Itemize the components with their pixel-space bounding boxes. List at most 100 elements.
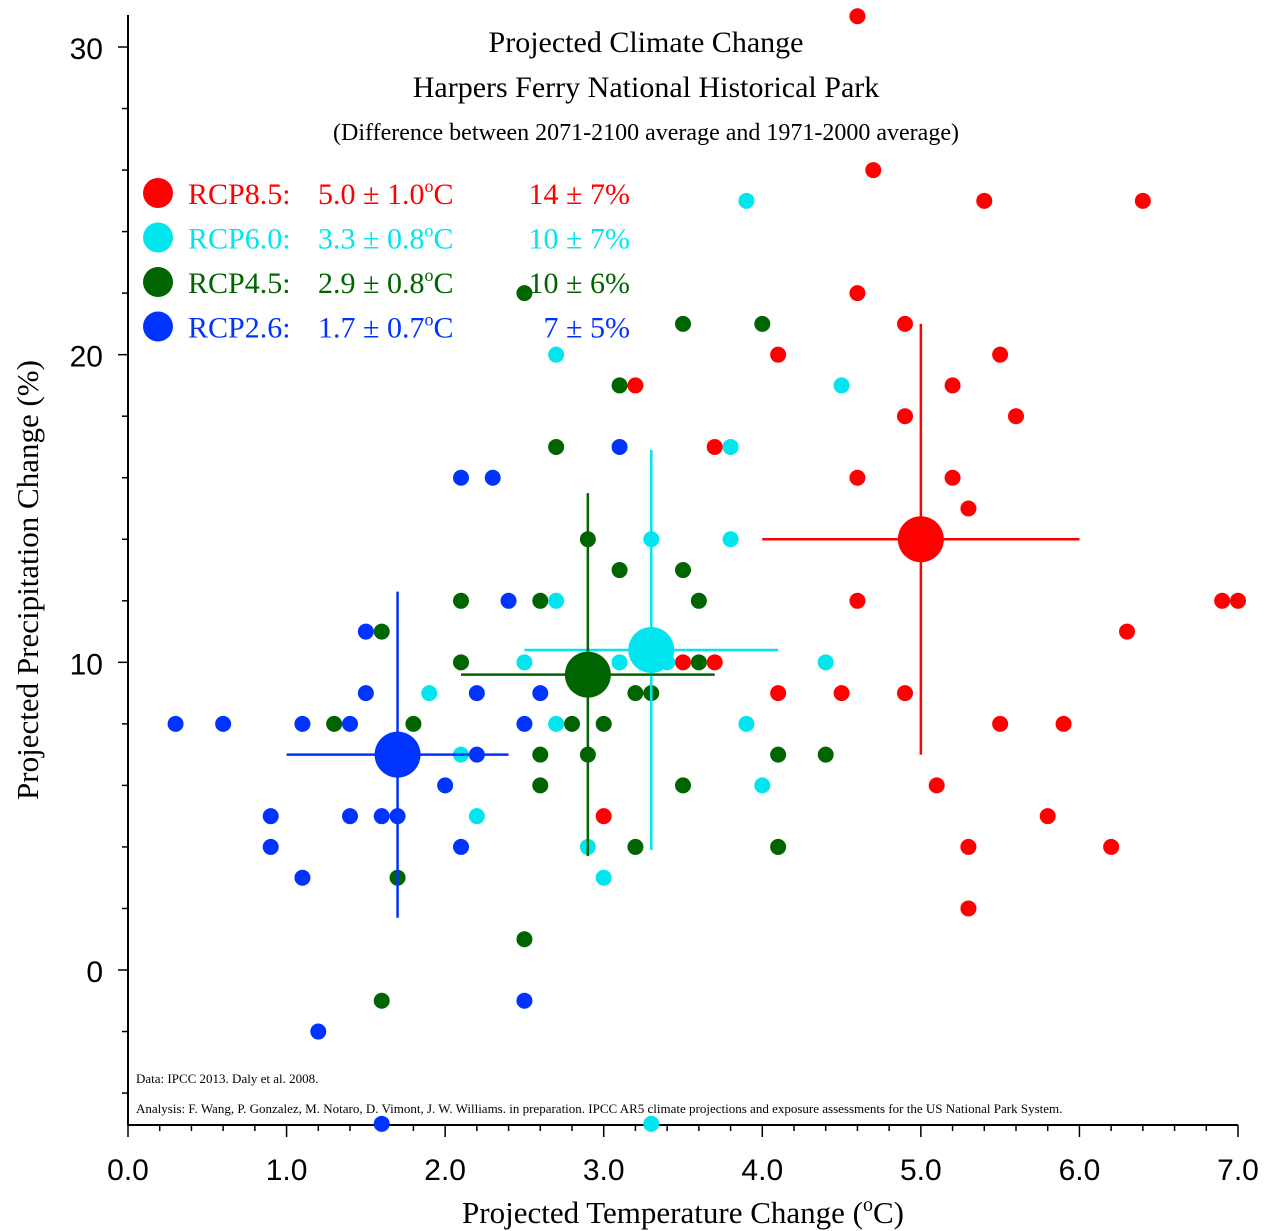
data-point-rcp45 — [770, 746, 787, 763]
axes — [127, 15, 1238, 1126]
legend-label-rcp85: RCP8.5: — [188, 178, 291, 211]
data-point-rcp26 — [468, 685, 485, 702]
legend-precipitation-rcp60: 10 ± 7% — [529, 223, 630, 256]
legend-temperature-rcp45: 2.9 ± 0.8oC — [318, 265, 453, 300]
data-point-rcp45 — [611, 562, 628, 579]
data-point-rcp26 — [453, 838, 469, 855]
data-point-rcp60 — [643, 1115, 660, 1132]
data-point-rcp45 — [675, 562, 691, 579]
data-point-rcp45 — [326, 715, 343, 732]
data-point-rcp45 — [690, 654, 707, 671]
data-point-rcp45 — [817, 746, 834, 763]
chart-titles: Projected Climate Change Harpers Ferry N… — [333, 26, 959, 146]
analysis-note: Analysis: F. Wang, P. Gonzalez, M. Notar… — [136, 1101, 1062, 1116]
x-tick-label: 4.0 — [741, 1154, 783, 1187]
data-point-rcp26 — [167, 715, 184, 732]
data-point-rcp45 — [675, 777, 691, 794]
x-tick-label: 2.0 — [424, 1154, 466, 1187]
data-point-rcp85 — [1230, 592, 1246, 609]
data-point-rcp26 — [294, 715, 311, 732]
data-point-rcp85 — [706, 438, 723, 455]
data-point-rcp26 — [532, 685, 549, 702]
data-point-rcp45 — [532, 592, 549, 609]
x-axis-label: Projected Temperature Change (oC) — [462, 1194, 904, 1230]
y-tick-label: 20 — [70, 341, 103, 374]
data-point-rcp85 — [992, 346, 1009, 363]
data-point-rcp26 — [373, 808, 390, 825]
data-point-rcp26 — [215, 715, 232, 732]
data-point-rcp26 — [484, 469, 501, 486]
data-point-rcp60 — [421, 685, 438, 702]
legend-temperature-rcp60: 3.3 ± 0.8oC — [318, 221, 453, 256]
data-point-rcp85 — [865, 162, 882, 179]
data-point-rcp85 — [627, 377, 644, 394]
data-point-rcp85 — [897, 408, 913, 425]
data-point-rcp26 — [342, 808, 358, 825]
data-point-rcp60 — [817, 654, 834, 671]
data-point-rcp26 — [437, 777, 454, 794]
data-point-rcp45 — [516, 285, 533, 302]
data-point-rcp26 — [262, 838, 279, 855]
mean-marker-rcp45 — [564, 651, 611, 698]
data-point-rcp85 — [992, 715, 1009, 732]
data-point-rcp45 — [532, 777, 549, 794]
data-point-rcp60 — [548, 592, 565, 609]
legend-label-rcp60: RCP6.0: — [188, 223, 291, 256]
legend-marker-rcp85 — [143, 178, 173, 208]
data-point-rcp45 — [516, 931, 533, 948]
data-point-rcp85 — [928, 777, 945, 794]
legend-marker-rcp60 — [143, 222, 173, 253]
data-point-rcp26 — [310, 1023, 327, 1040]
data-point-rcp45 — [532, 746, 549, 763]
data-point-rcp60 — [468, 808, 485, 825]
data-point-rcp26 — [453, 469, 469, 486]
y-tick-label: 10 — [70, 648, 103, 681]
data-point-rcp85 — [1008, 408, 1024, 425]
x-tick-label: 1.0 — [266, 1154, 308, 1187]
data-point-rcp85 — [1055, 715, 1072, 732]
x-tick-label: 3.0 — [583, 1154, 625, 1187]
x-axis-label-degree: o — [863, 1194, 873, 1216]
data-point-rcp85 — [675, 654, 691, 671]
mean-markers — [286, 323, 1080, 918]
data-point-rcp26 — [294, 869, 311, 886]
chart-subtitle-period: (Difference between 2071-2100 average an… — [333, 120, 959, 146]
data-point-rcp45 — [627, 685, 644, 702]
data-point-rcp26 — [342, 715, 358, 732]
legend-precipitation-rcp85: 14 ± 7% — [529, 178, 630, 211]
data-point-rcp85 — [960, 500, 977, 517]
data-point-rcp85 — [944, 469, 961, 486]
y-tick-label: 0 — [86, 956, 103, 989]
data-point-rcp85 — [944, 377, 961, 394]
axis-ticks: 0 10 20 30 0.0 1.0 2.0 3.0 4.0 5.0 6.0 7.0 — [70, 33, 1259, 1187]
data-point-rcp45 — [453, 592, 469, 609]
data-point-rcp45 — [373, 992, 390, 1009]
data-point-rcp85 — [706, 654, 723, 671]
x-tick-label: 7.0 — [1217, 1154, 1259, 1187]
data-point-rcp60 — [611, 654, 628, 671]
data-point-rcp85 — [849, 285, 866, 302]
legend-label-rcp45: RCP4.5: — [188, 267, 291, 300]
data-point-rcp85 — [976, 192, 993, 209]
data-point-rcp85 — [1103, 838, 1120, 855]
data-point-rcp26 — [500, 592, 517, 609]
data-point-rcp45 — [690, 592, 707, 609]
data-point-rcp45 — [611, 377, 628, 394]
data-point-rcp60 — [722, 531, 739, 548]
data-point-rcp85 — [849, 469, 866, 486]
data-point-rcp85 — [1134, 192, 1151, 209]
data-point-rcp85 — [770, 346, 787, 363]
data-point-rcp45 — [564, 715, 580, 732]
data-point-rcp85 — [960, 900, 977, 917]
data-point-rcp45 — [754, 315, 771, 332]
legend-temperature-rcp85: 5.0 ± 1.0oC — [318, 176, 453, 211]
data-point-rcp85 — [595, 808, 612, 825]
data-point-rcp85 — [833, 685, 850, 702]
data-point-rcp45 — [548, 438, 565, 455]
data-point-rcp60 — [738, 192, 755, 209]
data-point-rcp26 — [262, 808, 279, 825]
data-point-rcp26 — [357, 685, 374, 702]
y-axis-label: Projected Precipitation Change (%) — [10, 360, 45, 800]
data-point-rcp85 — [1119, 623, 1135, 640]
